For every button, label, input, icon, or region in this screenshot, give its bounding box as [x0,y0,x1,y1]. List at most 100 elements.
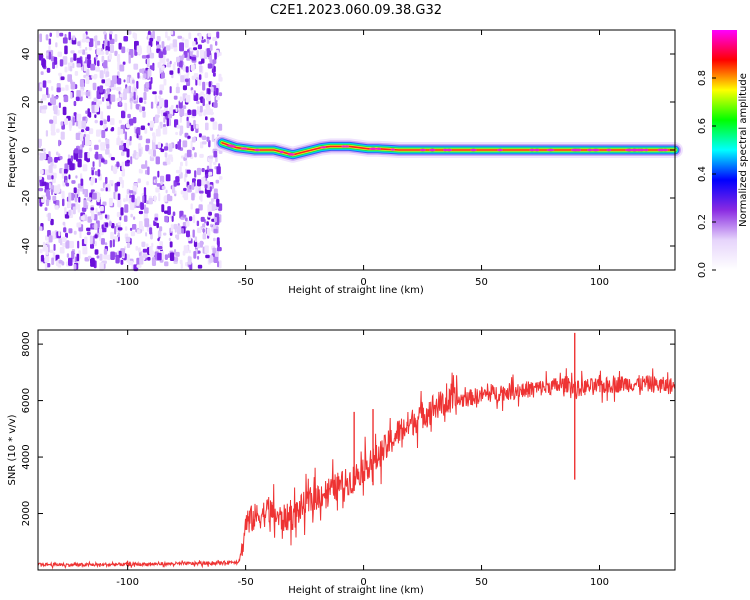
spectrogram-cell [187,256,192,265]
spectrogram-cell [117,78,122,85]
signal-peak [591,148,600,152]
spectrogram-cell [158,95,161,100]
spectrogram-cell [192,229,195,238]
spectrogram-cell [64,118,69,126]
spectrogram-cell [67,201,72,208]
spectrogram-cell [211,134,215,143]
spectrogram-cell [199,195,202,201]
spectrogram-cell [124,131,128,140]
spectrogram-cell [125,226,128,231]
spectrogram-cell [62,221,66,226]
spectrogram-cell [96,255,100,259]
spectrogram-cell [38,187,44,192]
signal-peak [470,148,477,152]
spectrogram-cell [195,185,199,194]
x-tick-label: 0 [360,277,366,288]
spectrogram-cell [175,86,180,94]
spectrogram-cell [92,235,95,245]
spectrogram-cell [162,46,167,55]
spectrogram-cell [97,60,100,67]
spectrogram-cell [158,51,164,59]
spectrogram-cell [129,136,132,142]
spectrogram-cell [182,194,188,198]
spectrogram-cell [93,214,98,221]
spectrogram-cell [160,148,165,153]
spectrogram-cell [90,177,95,184]
spectrogram-cell [59,156,63,160]
spectrogram-cell [112,97,115,102]
spectrogram-cell [56,128,60,133]
spectrogram-cell [128,260,134,266]
spectrogram-cell [147,122,150,126]
spectrogram-cell [217,261,220,268]
spectrogram-cell [186,116,189,122]
spectrogram-cell [167,194,171,201]
spectrogram-cell [177,225,182,235]
spectrogram-cell [157,230,162,237]
spectrogram-cell [131,194,135,203]
spectrogram-cell [205,106,210,115]
spectrogram-cell [91,167,96,171]
spectrogram-cell [63,227,67,233]
spectrogram-cell [182,85,188,91]
spectrogram-cell [68,209,72,216]
spectrogram-cell [184,78,189,82]
spectrogram-cell [208,155,214,159]
spectrogram-cell [169,241,173,248]
spectrogram-cell [144,218,150,228]
spectrogram-cell [163,232,167,236]
spectrogram-cell [177,141,181,150]
spectrogram-cell [194,236,198,243]
spectrogram-cell [61,236,67,242]
spectrogram-cell [210,117,215,122]
signal-peak [254,148,261,152]
spectrogram-cell [51,98,57,106]
spectrogram-cell [84,138,90,146]
spectrogram-cell [177,67,180,74]
spectrogram-cell [132,79,135,84]
y-tick-label: 8000 [21,331,32,356]
spectrogram-cell [94,234,98,239]
spectrogram-cell [83,199,87,208]
spectrogram-cell [65,240,70,249]
y-tick-label: 40 [21,48,32,61]
spectrogram-cell [129,118,134,126]
spectrogram-cell [198,33,202,41]
spectrogram-cell [143,92,147,101]
spectrogram-cell [76,253,80,262]
spectrogram-cell [40,169,44,175]
spectrogram-cell [146,181,149,186]
spectrogram-cell [88,46,92,51]
spectrogram-cell [175,131,179,136]
spectrogram-cell [96,48,102,56]
spectrogram-cell [78,196,81,203]
spectrogram-cell [126,159,130,164]
spectrogram-cell [168,154,173,160]
signal-peak [279,150,284,154]
spectrogram-cell [213,193,219,200]
spectrogram-cell [176,56,180,63]
spectrogram-cell [146,54,150,59]
spectrogram-cell [95,207,98,214]
spectrogram-cell [100,238,105,245]
spectrogram-cell [115,192,118,201]
spectrogram-cell [87,216,93,223]
spectrogram-cell [141,164,146,169]
signal-trace [214,134,683,163]
spectrogram-cell [166,58,170,62]
spectrogram-cell [195,77,199,81]
spectrogram-cell [156,36,161,42]
spectrogram-cell [204,72,209,79]
spectrogram-cell [143,73,147,79]
spectrogram-cell [73,230,77,235]
spectrogram-cell [98,158,102,168]
signal-peak [635,148,642,152]
signal-peak [229,145,236,148]
spectrogram-cell [44,169,50,176]
y-tick-label: 0 [21,147,32,153]
spectrogram-cell [205,116,208,121]
spectrogram-cell [160,72,165,79]
spectrogram-cell [116,161,120,168]
spectrogram-cell [205,254,210,259]
spectrogram-cell [194,170,197,178]
